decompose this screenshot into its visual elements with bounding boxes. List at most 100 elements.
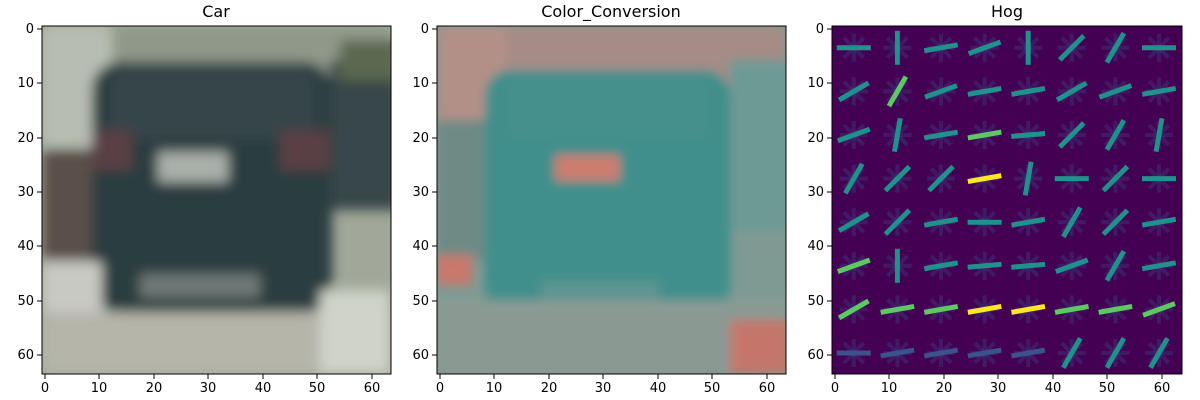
hog-dominant-stroke xyxy=(1011,261,1046,270)
ytick-label: 40 xyxy=(807,239,824,254)
hog-dominant-stroke xyxy=(967,129,1002,141)
hog-dominant-stroke xyxy=(836,126,871,144)
xtick-label: 50 xyxy=(309,381,326,396)
hog-dominant-stroke xyxy=(1011,131,1046,139)
hog-dominant-stroke xyxy=(923,347,959,359)
hog-dominant-stroke xyxy=(923,129,959,141)
ytick-label: 0 xyxy=(26,22,34,37)
ytick-label: 60 xyxy=(17,348,34,363)
ytick-label: 10 xyxy=(412,76,429,91)
hog-dominant-stroke xyxy=(923,42,959,54)
xtick-label: 40 xyxy=(1045,381,1062,396)
ytick-label: 20 xyxy=(17,131,34,146)
hog-dominant-stroke xyxy=(1011,347,1046,359)
ytick-label: 40 xyxy=(17,239,34,254)
hog-dominant-stroke xyxy=(1011,85,1046,97)
xtick-label: 20 xyxy=(146,381,163,396)
panel-color-conversion: Color_Conversion 0 10 20 30 40 xyxy=(412,2,787,396)
ytick-label: 50 xyxy=(412,294,429,309)
ytick-label: 30 xyxy=(807,185,824,200)
ytick-label: 40 xyxy=(412,239,429,254)
panel-title-color-conversion: Color_Conversion xyxy=(541,2,680,22)
ytick-label: 20 xyxy=(412,131,429,146)
hog-dominant-stroke xyxy=(883,208,912,236)
hog-dominant-stroke xyxy=(1148,337,1170,369)
xtick-label: 10 xyxy=(881,381,898,396)
hog-dominant-stroke xyxy=(837,298,870,321)
ytick-label: 50 xyxy=(807,294,824,309)
xtick-label: 20 xyxy=(936,381,953,396)
xtick-label: 50 xyxy=(704,381,721,396)
hog-dominant-stroke xyxy=(923,260,959,272)
ytick-label: 0 xyxy=(816,22,824,37)
ytick-label: 30 xyxy=(17,185,34,200)
hog-cells xyxy=(836,30,1177,369)
hog-dominant-stroke xyxy=(837,211,870,233)
xtick-label: 0 xyxy=(831,381,839,396)
yaxis-hog: 0 10 20 30 40 50 60 xyxy=(807,22,832,363)
xtick-label: 40 xyxy=(255,381,272,396)
hog-dominant-stroke xyxy=(1011,303,1046,315)
xtick-label: 60 xyxy=(759,381,776,396)
hog-dominant-stroke xyxy=(886,75,909,108)
hog-dominant-stroke xyxy=(1104,31,1127,64)
converted-photo xyxy=(437,26,786,374)
hog-dominant-stroke xyxy=(1061,337,1083,369)
panel-car: Car 0 10 20 xyxy=(17,2,392,396)
yaxis-color-conversion: 0 10 20 30 40 50 60 xyxy=(412,22,437,363)
hog-dominant-stroke xyxy=(924,83,958,100)
hog-dominant-stroke xyxy=(837,80,870,103)
hog-dominant-stroke xyxy=(927,164,955,193)
hog-dominant-stroke xyxy=(1011,216,1046,228)
xaxis-color-conversion: 0 10 20 30 40 50 60 xyxy=(436,374,775,396)
hog-dominant-stroke xyxy=(843,162,865,195)
panel-title-car: Car xyxy=(202,2,230,21)
xtick-label: 0 xyxy=(41,381,49,396)
xtick-label: 50 xyxy=(1099,381,1116,396)
hog-dominant-stroke xyxy=(883,164,912,193)
hog-dominant-stroke xyxy=(1141,216,1177,228)
hog-dominant-stroke xyxy=(967,303,1002,315)
hog-dominant-stroke xyxy=(1054,303,1089,315)
hog-dominant-stroke xyxy=(967,173,1002,185)
ytick-label: 0 xyxy=(421,22,429,37)
ytick-label: 60 xyxy=(807,348,824,363)
xtick-label: 40 xyxy=(650,381,667,396)
xtick-label: 10 xyxy=(91,381,108,396)
hog-dominant-stroke xyxy=(891,117,903,153)
hog-dominant-stroke xyxy=(1061,206,1083,239)
xaxis-car: 0 10 20 30 40 50 60 xyxy=(41,374,380,396)
hog-dominant-stroke xyxy=(1141,260,1177,272)
hog-dominant-stroke xyxy=(1055,80,1088,103)
hog-dominant-stroke xyxy=(1104,249,1127,282)
xtick-label: 20 xyxy=(541,381,558,396)
xaxis-hog: 0 10 20 30 40 50 60 xyxy=(831,374,1170,396)
yaxis-car: 0 10 20 30 40 50 60 xyxy=(17,22,42,363)
hog-dominant-stroke xyxy=(1098,303,1133,315)
hog-dominant-stroke xyxy=(967,85,1002,97)
hog-dominant-stroke xyxy=(1058,121,1086,149)
xtick-label: 30 xyxy=(595,381,612,396)
hog-dominant-stroke xyxy=(1054,257,1089,274)
hog-dominant-stroke xyxy=(1141,85,1177,97)
xtick-label: 60 xyxy=(1154,381,1171,396)
hog-dominant-stroke xyxy=(880,347,915,359)
hog-dominant-stroke xyxy=(1142,301,1176,318)
hog-dominant-stroke xyxy=(836,257,871,274)
hog-dominant-stroke xyxy=(923,303,959,315)
hog-dominant-stroke xyxy=(1101,164,1130,193)
hog-dominant-stroke xyxy=(880,303,915,315)
ytick-label: 60 xyxy=(412,348,429,363)
hog-dominant-stroke xyxy=(967,39,1002,56)
hog-dominant-stroke xyxy=(967,261,1002,270)
panel-title-hog: Hog xyxy=(991,2,1023,21)
xtick-label: 60 xyxy=(364,381,381,396)
xtick-label: 0 xyxy=(436,381,444,396)
hog-dominant-stroke xyxy=(1153,117,1165,153)
ytick-label: 10 xyxy=(807,76,824,91)
ytick-label: 30 xyxy=(412,185,429,200)
hog-dominant-stroke xyxy=(1101,208,1130,236)
hog-dominant-stroke xyxy=(1104,337,1127,369)
ytick-label: 20 xyxy=(807,131,824,146)
